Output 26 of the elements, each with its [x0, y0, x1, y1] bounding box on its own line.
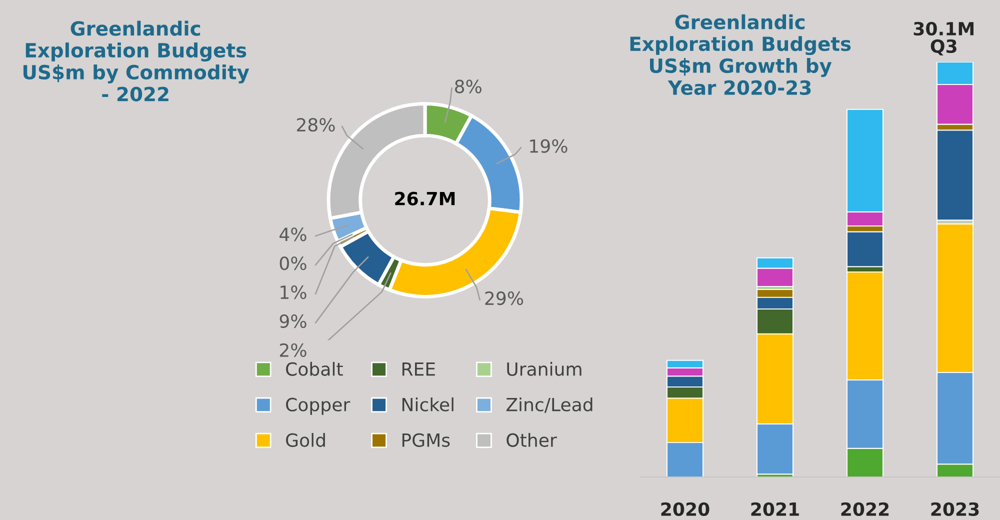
x-tick-label: 2023: [931, 502, 979, 516]
chart-title: Greenlandic Exploration Budgets US$m by Commodity - 2022: [23, 20, 250, 102]
data-label: 29%: [485, 291, 524, 306]
data-label: 1%: [280, 285, 306, 300]
legend-label: Uranium: [507, 362, 582, 376]
data-label: 4%: [280, 228, 306, 242]
annotation: 30.1M Q3: [914, 22, 974, 56]
data-label: 2%: [280, 343, 306, 357]
legend-label: Other: [506, 432, 557, 447]
legend-label: Nickel: [402, 397, 454, 412]
chart-title: Greenlandic Exploration Budgets US$m Growth by Year 2020-23: [630, 14, 851, 95]
data-label: 28%: [296, 118, 335, 132]
legend-label: Zinc/Lead: [506, 397, 592, 413]
legend-label: Cobalt: [286, 362, 343, 376]
legend-label: REE: [402, 362, 435, 376]
data-label: 9%: [280, 314, 306, 328]
data-label: 19%: [530, 139, 568, 153]
legend-label: Gold: [286, 432, 325, 447]
x-tick-label: 2020: [661, 502, 710, 516]
x-tick-label: 2022: [841, 502, 889, 516]
legend-label: Copper: [286, 398, 350, 415]
x-tick-label: 2021: [751, 502, 799, 516]
legend-label: PGMs: [402, 433, 450, 447]
text: 26.7M: [395, 192, 455, 206]
text: 0%: [280, 256, 306, 270]
data-label: 8%: [455, 80, 482, 94]
